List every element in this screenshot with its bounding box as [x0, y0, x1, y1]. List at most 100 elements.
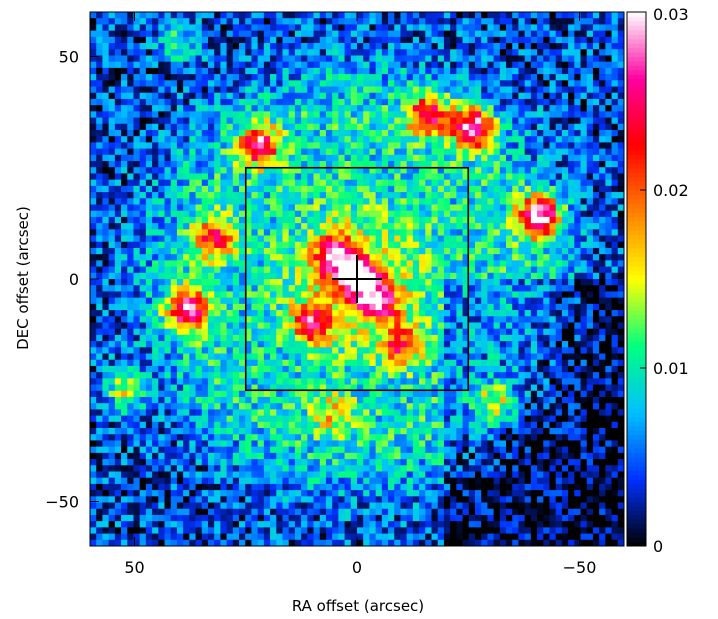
- heatmap-cell: [400, 365, 408, 373]
- heatmap-cell: [232, 241, 240, 249]
- heatmap-cell: [605, 111, 612, 118]
- heatmap-cell: [369, 55, 377, 63]
- heatmap-cell: [307, 254, 314, 261]
- heatmap-cell: [294, 67, 302, 75]
- heatmap-cell: [164, 291, 172, 299]
- heatmap-cell: [363, 334, 370, 342]
- heatmap-cell: [214, 328, 221, 336]
- heatmap-cell: [164, 266, 172, 274]
- heatmap-cell: [145, 285, 153, 292]
- heatmap-cell: [114, 328, 122, 336]
- heatmap-cell: [282, 347, 290, 354]
- heatmap-cell: [592, 154, 600, 162]
- heatmap-cell: [419, 167, 426, 174]
- heatmap-cell: [313, 353, 321, 361]
- heatmap-cell: [450, 334, 457, 342]
- heatmap-cell: [214, 198, 221, 205]
- heatmap-cell: [481, 98, 488, 106]
- heatmap-cell: [96, 316, 103, 323]
- heatmap-cell: [114, 161, 122, 168]
- heatmap-cell: [245, 74, 252, 81]
- heatmap-cell: [450, 179, 457, 187]
- heatmap-cell: [152, 322, 159, 330]
- heatmap-cell: [350, 272, 358, 280]
- heatmap-cell: [524, 61, 532, 69]
- heatmap-cell: [164, 334, 172, 342]
- heatmap-cell: [108, 179, 116, 187]
- heatmap-cell: [412, 74, 420, 81]
- heatmap-cell: [549, 334, 557, 342]
- heatmap-cell: [276, 111, 283, 118]
- heatmap-cell: [450, 223, 457, 230]
- heatmap-cell: [425, 316, 432, 323]
- heatmap-cell: [282, 74, 290, 81]
- heatmap-cell: [270, 117, 277, 125]
- heatmap-cell: [282, 185, 290, 193]
- heatmap-cell: [90, 322, 97, 330]
- heatmap-cell: [139, 80, 147, 87]
- heatmap-cell: [288, 173, 296, 181]
- heatmap-cell: [183, 204, 190, 212]
- heatmap-cell: [263, 61, 271, 69]
- heatmap-cell: [474, 266, 482, 274]
- heatmap-cell: [282, 142, 290, 150]
- heatmap-cell: [152, 347, 159, 354]
- heatmap-cell: [170, 148, 178, 156]
- heatmap-cell: [145, 173, 153, 181]
- heatmap-cell: [90, 30, 97, 38]
- heatmap-cell: [512, 74, 519, 81]
- heatmap-cell: [400, 179, 408, 187]
- heatmap-cell: [319, 297, 327, 305]
- heatmap-cell: [605, 229, 612, 236]
- heatmap-cell: [245, 111, 252, 118]
- heatmap-cell: [586, 43, 594, 50]
- heatmap-cell: [288, 216, 296, 224]
- heatmap-cell: [592, 310, 600, 317]
- heatmap-cell: [388, 254, 395, 261]
- heatmap-cell: [207, 297, 215, 305]
- heatmap-cell: [338, 43, 345, 50]
- heatmap-cell: [226, 142, 234, 150]
- heatmap-cell: [307, 210, 314, 218]
- heatmap-cell: [121, 92, 128, 100]
- heatmap-cell: [487, 285, 495, 292]
- heatmap-cell: [605, 30, 612, 38]
- heatmap-cell: [152, 74, 159, 81]
- heatmap-cell: [462, 136, 470, 143]
- heatmap-cell: [257, 74, 265, 81]
- heatmap-cell: [201, 241, 209, 249]
- heatmap-cell: [114, 111, 122, 118]
- heatmap-cell: [121, 241, 128, 249]
- heatmap-cell: [599, 123, 606, 131]
- heatmap-cell: [437, 105, 445, 112]
- heatmap-cell: [344, 136, 352, 143]
- heatmap-cell: [133, 123, 141, 131]
- heatmap-cell: [605, 285, 612, 292]
- heatmap-cell: [474, 223, 482, 230]
- heatmap-cell: [145, 272, 153, 280]
- heatmap-cell: [568, 316, 575, 323]
- heatmap-cell: [164, 229, 172, 236]
- heatmap-cell: [468, 179, 476, 187]
- heatmap-cell: [524, 303, 532, 311]
- heatmap-cell: [307, 12, 314, 19]
- heatmap-cell: [139, 310, 147, 317]
- heatmap-cell: [437, 185, 445, 193]
- heatmap-cell: [127, 123, 134, 131]
- heatmap-cell: [481, 266, 488, 274]
- heatmap-cell: [214, 347, 221, 354]
- heatmap-cell: [176, 210, 184, 218]
- heatmap-cell: [251, 148, 259, 156]
- heatmap-cell: [90, 297, 97, 305]
- heatmap-cell: [145, 328, 153, 336]
- heatmap-cell: [114, 67, 122, 75]
- heatmap-cell: [617, 198, 625, 205]
- heatmap-cell: [431, 291, 439, 299]
- heatmap-cell: [313, 316, 321, 323]
- heatmap-cell: [276, 129, 283, 137]
- heatmap-cell: [338, 80, 345, 87]
- heatmap-cell: [121, 123, 128, 131]
- heatmap-cell: [506, 67, 513, 75]
- heatmap-cell: [568, 279, 575, 286]
- heatmap-cell: [574, 365, 581, 373]
